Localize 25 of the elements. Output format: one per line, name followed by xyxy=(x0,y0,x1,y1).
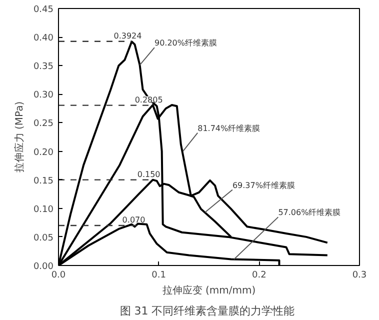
x-tick-label: 0.2 xyxy=(252,270,266,280)
caption: 图 31 不同纤维素含量膜的力学性能 xyxy=(120,304,295,318)
x-tick-label: 0.0 xyxy=(51,270,66,280)
y-tick-label: 0.35 xyxy=(33,62,54,72)
ref-line-label: 0.070 xyxy=(122,216,146,225)
annotation: 81.74%纤维素膜 xyxy=(198,124,260,133)
ref-line-label: 0.3924 xyxy=(114,31,142,40)
y-tick-label: 0.40 xyxy=(33,34,54,44)
ref-line-label: 0.150 xyxy=(137,170,160,179)
y-axis-title: 拉伸应力 (MPa) xyxy=(13,101,26,173)
y-tick-label: 0.25 xyxy=(33,119,54,130)
x-tick-label: 0.1 xyxy=(152,270,166,280)
y-tick-label: 0.10 xyxy=(33,204,54,215)
y-tick-label: 0.45 xyxy=(33,5,54,15)
x-tick-label: 0.3 xyxy=(352,270,367,280)
annotation: 57.06%纤维素膜 xyxy=(278,208,341,218)
ref-line-label: 0.2805 xyxy=(134,95,163,104)
x-axis-title: 拉伸应变 (mm/mm) xyxy=(162,284,256,296)
annotation: 69.37%纤维素膜 xyxy=(232,180,295,190)
y-tick-label: 0.20 xyxy=(33,148,54,158)
y-tick-label: 0.05 xyxy=(33,233,54,244)
annotation: 90.20%纤维素膜 xyxy=(154,38,217,48)
y-tick-label: 0.15 xyxy=(33,176,54,186)
y-tick-label: 0.00 xyxy=(33,262,54,272)
y-tick-label: 0.30 xyxy=(33,90,54,101)
